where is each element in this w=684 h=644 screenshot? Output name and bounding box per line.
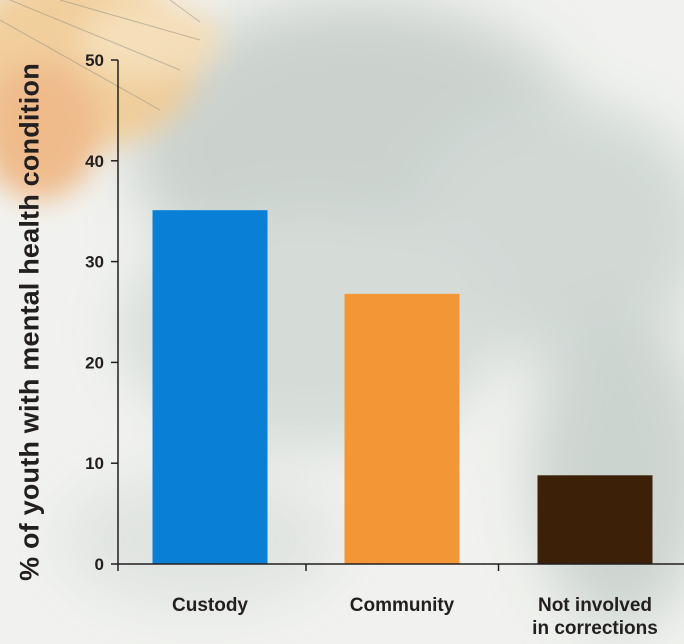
x-tick-label: Community [350, 595, 455, 616]
y-tick-label: 10 [85, 454, 104, 473]
y-tick-label: 20 [85, 353, 104, 372]
x-tick-label: Custody [172, 595, 248, 616]
y-tick-label: 40 [85, 152, 104, 171]
x-tick-label: Not involved in corrections [532, 595, 658, 639]
bar-2 [537, 475, 653, 564]
y-tick-label: 50 [85, 51, 104, 70]
bar-0 [152, 210, 268, 564]
y-tick-label: 0 [95, 555, 104, 574]
y-tick-labels: 0 10 20 30 40 50 [85, 51, 104, 574]
axes [111, 59, 684, 571]
bar-1 [344, 293, 460, 564]
x-tick-labels: Custody Community Not involved in correctio… [172, 595, 658, 639]
bars [152, 210, 653, 564]
y-tick-label: 30 [85, 253, 104, 272]
